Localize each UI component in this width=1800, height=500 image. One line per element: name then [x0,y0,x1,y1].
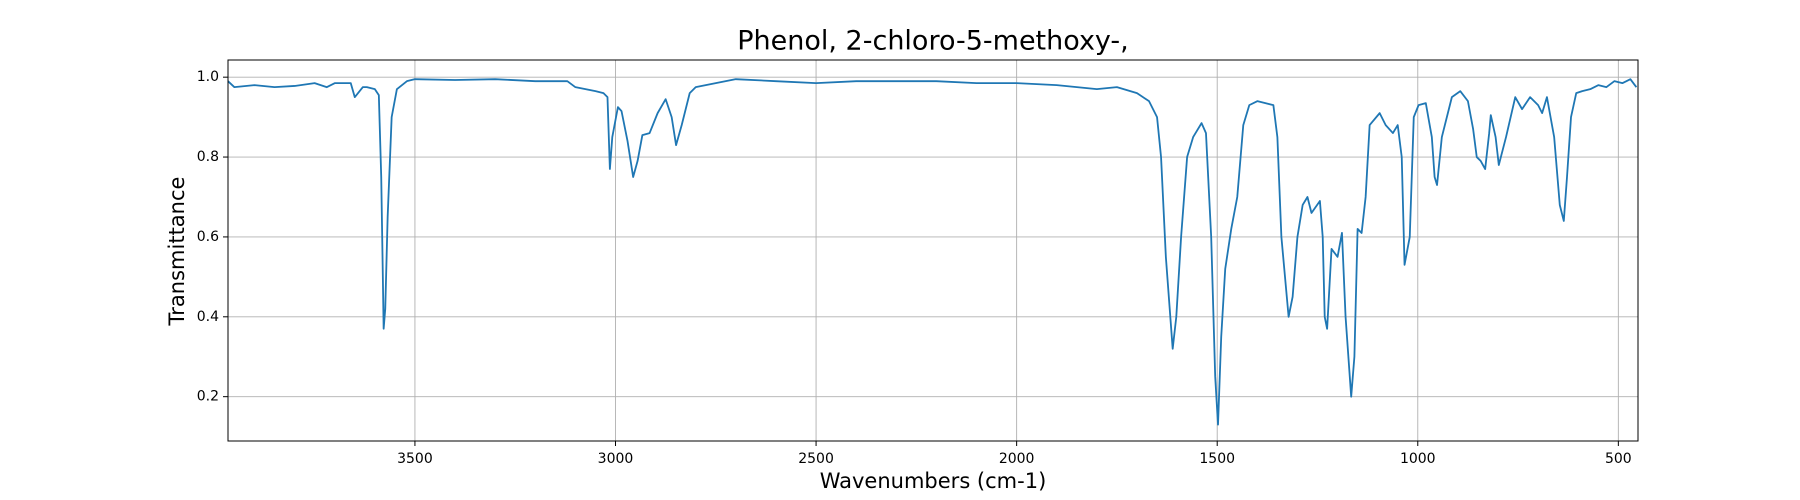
y-tick-label: 0.4 [197,309,219,325]
y-tick-label: 0.6 [197,229,219,245]
y-tick-label: 0.2 [197,389,219,405]
chart-title: Phenol, 2-chloro-5-methoxy-, [737,26,1129,57]
spectrum-line [227,78,1638,426]
y-tick-label: 0.8 [197,149,219,165]
x-tick-label: 2000 [999,451,1035,467]
x-tick-label: 500 [1605,451,1632,467]
x-tick-label: 3500 [397,451,433,467]
plot-frame [227,59,1639,442]
x-tick-label: 2500 [798,451,834,467]
y-tick-label: 1.0 [197,69,219,85]
x-axis-label: Wavenumbers (cm-1) [820,469,1047,493]
y-axis-label: Transmittance [165,177,189,327]
x-tick-label: 1000 [1400,451,1436,467]
x-tick-label: 1500 [1199,451,1235,467]
x-tick-label: 3000 [598,451,634,467]
